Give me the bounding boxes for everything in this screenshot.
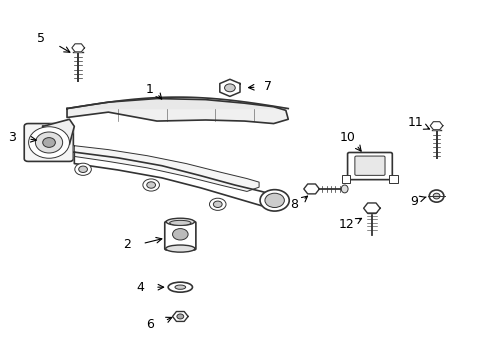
Circle shape bbox=[209, 198, 225, 210]
Text: 10: 10 bbox=[339, 131, 355, 144]
Circle shape bbox=[264, 193, 284, 207]
Polygon shape bbox=[172, 311, 188, 321]
Ellipse shape bbox=[432, 193, 439, 199]
Polygon shape bbox=[72, 44, 84, 52]
Text: 8: 8 bbox=[290, 198, 298, 211]
FancyBboxPatch shape bbox=[164, 221, 196, 250]
Ellipse shape bbox=[35, 132, 62, 153]
Ellipse shape bbox=[168, 282, 192, 292]
Circle shape bbox=[213, 201, 222, 207]
Circle shape bbox=[172, 229, 188, 240]
Circle shape bbox=[146, 182, 155, 188]
Text: 6: 6 bbox=[145, 318, 153, 331]
Text: 7: 7 bbox=[264, 80, 271, 93]
Polygon shape bbox=[67, 99, 287, 123]
FancyBboxPatch shape bbox=[354, 156, 384, 175]
Ellipse shape bbox=[175, 285, 185, 289]
Bar bbox=[341, 175, 350, 183]
Ellipse shape bbox=[29, 127, 69, 158]
Polygon shape bbox=[363, 203, 379, 213]
Polygon shape bbox=[303, 184, 319, 194]
Ellipse shape bbox=[166, 218, 194, 225]
Text: 11: 11 bbox=[407, 116, 423, 129]
Circle shape bbox=[79, 166, 87, 172]
Polygon shape bbox=[429, 122, 442, 130]
Polygon shape bbox=[220, 79, 240, 96]
Ellipse shape bbox=[260, 190, 288, 211]
Text: 5: 5 bbox=[37, 32, 45, 45]
Circle shape bbox=[75, 163, 91, 175]
Text: 4: 4 bbox=[136, 281, 143, 294]
Circle shape bbox=[224, 84, 235, 92]
Text: 2: 2 bbox=[122, 238, 130, 251]
Text: 12: 12 bbox=[338, 218, 354, 231]
Ellipse shape bbox=[165, 245, 195, 252]
Polygon shape bbox=[74, 146, 259, 192]
Circle shape bbox=[177, 314, 183, 319]
Text: 3: 3 bbox=[8, 131, 16, 144]
Polygon shape bbox=[42, 119, 74, 152]
FancyBboxPatch shape bbox=[347, 153, 391, 180]
Bar bbox=[388, 175, 397, 183]
Ellipse shape bbox=[428, 190, 443, 202]
Text: 9: 9 bbox=[410, 195, 418, 208]
FancyBboxPatch shape bbox=[24, 123, 73, 161]
Polygon shape bbox=[74, 152, 273, 206]
Polygon shape bbox=[67, 97, 287, 109]
Ellipse shape bbox=[42, 138, 55, 147]
Ellipse shape bbox=[341, 185, 347, 193]
Text: 1: 1 bbox=[145, 84, 153, 96]
Circle shape bbox=[142, 179, 159, 191]
Ellipse shape bbox=[169, 220, 191, 225]
